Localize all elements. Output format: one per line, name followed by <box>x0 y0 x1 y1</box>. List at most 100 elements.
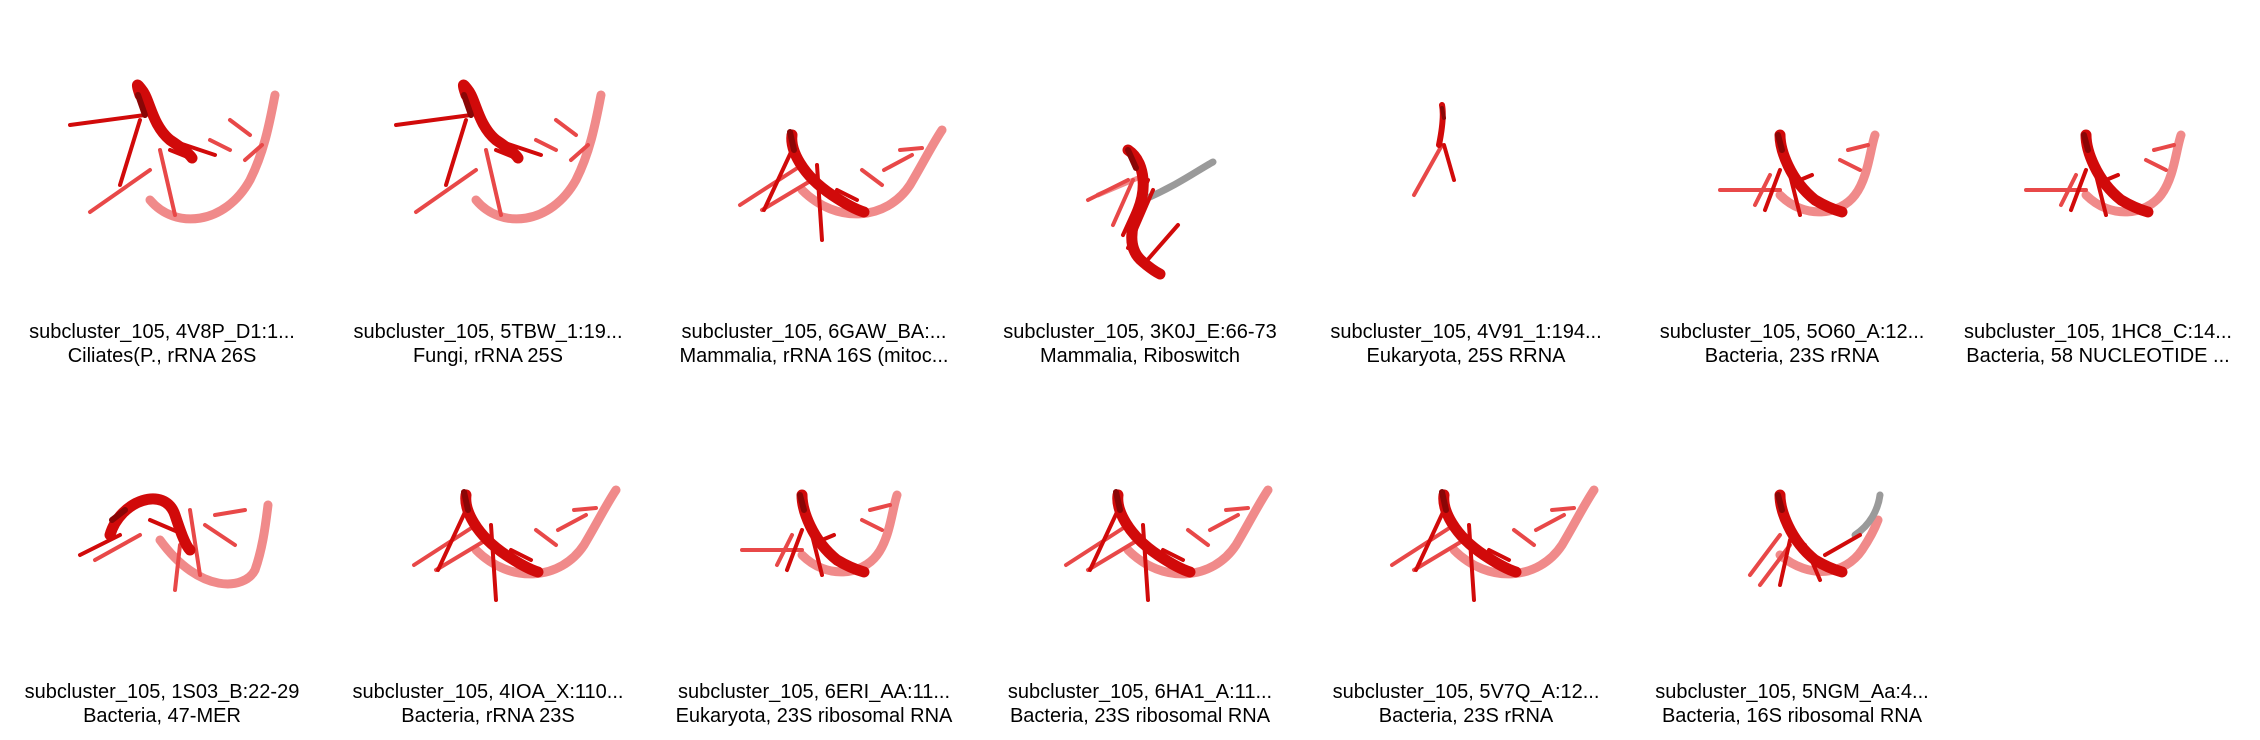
structure-tile[interactable]: subcluster_105, 6HA1_A:11... Bacteria, 2… <box>978 360 1302 727</box>
rna-backbone-segment <box>173 543 182 592</box>
rna-backbone-segment <box>1823 533 1862 557</box>
structure-tile[interactable]: subcluster_105, 5O60_A:12... Bacteria, 2… <box>1630 0 1954 367</box>
rna-backbone-segment <box>1775 492 1785 513</box>
structure-tile[interactable]: subcluster_105, 5V7Q_A:12... Bacteria, 2… <box>1304 360 1628 727</box>
rna-backbone-segment <box>489 523 498 602</box>
rna-backbone-segment <box>1122 144 1166 280</box>
rna-backbone-segment <box>1512 528 1536 547</box>
rna-backbone-segment <box>1112 489 1196 578</box>
rna-structure-image <box>1390 485 1599 602</box>
tile-subtitle: Bacteria, rRNA 23S <box>401 705 575 727</box>
rna-backbone-segment <box>1763 168 1782 212</box>
tile-title: subcluster_105, 4V91_1:194... <box>1330 321 1602 343</box>
tile-subtitle: Mammalia, Riboswitch <box>1039 345 1241 367</box>
structure-tile[interactable]: subcluster_105, 1S03_B:22-29 Bacteria, 4… <box>0 360 324 727</box>
structure-tile[interactable]: subcluster_105, 4V91_1:194... Eukaryota,… <box>1304 0 1628 367</box>
rna-backbone-segment <box>1186 528 1210 547</box>
structure-tile[interactable]: subcluster_105, 6ERI_AA:11... Eukaryota,… <box>652 360 976 727</box>
tile-title: subcluster_105, 4V8P_D1:1... <box>29 321 295 343</box>
rna-backbone-segment <box>494 148 518 160</box>
rna-backbone-segment <box>1778 538 1792 587</box>
rna-backbone-segment <box>797 490 902 577</box>
rna-backbone-segment <box>1161 548 1185 562</box>
tile-subtitle: Bacteria, 23S rRNA <box>1378 705 1554 727</box>
rna-backbone-segment <box>572 506 598 512</box>
tile-subtitle: Ciliates(P., rRNA 26S <box>67 345 257 367</box>
tile-title: subcluster_105, 5TBW_1:19... <box>353 321 623 343</box>
rna-backbone-segment <box>1123 485 1273 579</box>
rna-backbone-segment <box>1438 489 1522 578</box>
rna-backbone-segment <box>1224 506 1250 512</box>
structure-tile[interactable]: subcluster_105, 5TBW_1:19... Fungi, rRNA… <box>326 0 650 367</box>
rna-backbone-segment <box>1775 130 1880 217</box>
rna-backbone-segment <box>797 125 947 219</box>
rna-backbone-segment <box>797 492 807 513</box>
rna-backbone-segment <box>68 113 147 127</box>
tile-subtitle: Bacteria, 47-MER <box>83 705 241 727</box>
rna-backbone-segment <box>1758 543 1792 587</box>
tile-title: subcluster_105, 6GAW_BA:... <box>681 321 947 343</box>
rna-backbone-segment <box>1851 491 1884 539</box>
rna-backbone-segment <box>208 138 232 152</box>
rna-backbone-segment <box>412 523 478 567</box>
rna-backbone-segment <box>1125 147 1139 171</box>
rna-structure-image <box>738 125 947 242</box>
rna-backbone-segment <box>484 148 503 217</box>
rna-backbone-segment <box>434 538 488 572</box>
structure-tile[interactable]: subcluster_105, 4V8P_D1:1... Ciliates(P.… <box>0 0 324 367</box>
rna-backbone-segment <box>168 148 192 160</box>
rna-backbone-segment <box>556 513 588 532</box>
tile-title: subcluster_105, 5V7Q_A:12... <box>1332 681 1600 703</box>
rna-backbone-segment <box>1467 523 1476 602</box>
tile-title: subcluster_105, 1HC8_C:14... <box>1964 321 2232 343</box>
rna-backbone-segment <box>1534 513 1566 532</box>
rna-backbone-segment <box>860 518 884 532</box>
rna-structure-image <box>1718 129 1880 218</box>
rna-backbone-segment <box>2152 143 2176 152</box>
rna-backbone-segment <box>1838 158 1862 172</box>
rna-backbone-segment <box>203 523 237 547</box>
rna-backbone-segment <box>457 79 524 164</box>
rna-backbone-segment <box>554 118 578 137</box>
rna-backbone-segment <box>145 90 280 224</box>
tile-subtitle: Fungi, rRNA 25S <box>412 345 564 367</box>
rna-backbone-segment <box>1440 106 1446 120</box>
rna-backbone-segment <box>1111 178 1135 227</box>
rna-backbone-segment <box>414 168 478 214</box>
rna-structure-image <box>394 79 606 224</box>
rna-backbone-segment <box>104 493 196 556</box>
rna-backbone-segment <box>131 79 198 164</box>
rna-backbone-segment <box>1846 143 1870 152</box>
rna-backbone-segment <box>1439 489 1449 513</box>
rna-backbone-segment <box>444 118 468 187</box>
rna-backbone-segment <box>762 148 794 212</box>
rna-backbone-segment <box>775 533 794 567</box>
rna-backbone-segment <box>785 528 804 572</box>
tile-title: subcluster_105, 6ERI_AA:11... <box>677 681 950 703</box>
rna-backbone-segment <box>1390 523 1456 567</box>
rna-backbone-segment <box>158 148 177 217</box>
structure-tile[interactable]: subcluster_105, 6GAW_BA:... Mammalia, rR… <box>652 0 976 367</box>
rna-backbone-segment <box>898 146 924 152</box>
rna-backbone-segment <box>228 118 252 137</box>
structure-tile[interactable]: subcluster_105, 4IOA_X:110... Bacteria, … <box>326 360 650 727</box>
tile-title: subcluster_105, 5O60_A:12... <box>1659 321 1925 343</box>
rna-backbone-segment <box>1208 513 1240 532</box>
rna-backbone-segment <box>188 508 202 577</box>
rna-structure-image <box>1064 485 1273 602</box>
rna-backbone-segment <box>534 138 558 152</box>
rna-backbone-segment <box>1412 143 1444 197</box>
rna-backbone-segment <box>1086 178 1130 202</box>
rna-backbone-segment <box>2144 158 2168 172</box>
rna-structure-image <box>1412 102 1456 197</box>
rna-backbone-segment <box>1414 508 1446 572</box>
structure-tile[interactable]: subcluster_105, 5NGM_Aa:4... Bacteria, 1… <box>1630 360 1954 727</box>
rna-backbone-segment <box>93 533 142 562</box>
rna-backbone-segment <box>1412 538 1466 572</box>
tile-title: subcluster_105, 6HA1_A:11... <box>1007 681 1273 703</box>
structure-tile[interactable]: subcluster_105, 1HC8_C:14... Bacteria, 5… <box>1936 0 2260 367</box>
rna-structure-image <box>1748 489 1884 587</box>
rna-backbone-segment <box>882 153 914 172</box>
rna-backbone-segment <box>109 507 128 523</box>
structure-tile[interactable]: subcluster_105, 3K0J_E:66-73 Mammalia, R… <box>978 0 1302 367</box>
